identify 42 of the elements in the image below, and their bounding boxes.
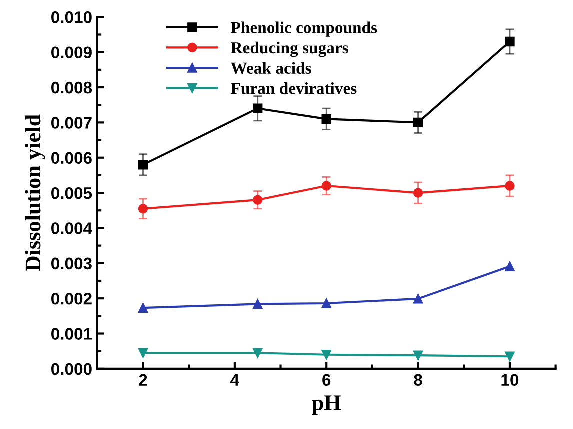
x-tick-label: 8 <box>414 374 422 386</box>
point <box>413 294 424 304</box>
y-tick-label: 0.006 <box>52 152 92 164</box>
point <box>252 195 263 205</box>
point <box>322 181 332 191</box>
point <box>505 181 515 191</box>
x-tick-label: 10 <box>502 374 519 386</box>
y-axis-title: Dissolution yield <box>25 114 46 272</box>
y-tick-label: 0.003 <box>52 258 92 270</box>
y-tick-label: 0.008 <box>52 82 92 94</box>
legend-label: Reducing sugars <box>231 42 348 58</box>
y-tick-label: 0.007 <box>52 117 92 129</box>
point <box>505 352 515 362</box>
point <box>252 299 263 310</box>
point <box>138 348 148 358</box>
y-tick-label: 0.009 <box>52 46 92 59</box>
point <box>252 348 263 358</box>
point <box>138 160 148 170</box>
y-tick-label: 0.001 <box>52 328 92 340</box>
point <box>505 36 515 47</box>
legend-label: Weak acids <box>230 62 312 74</box>
x-tick-label: 6 <box>322 374 331 386</box>
y-tick-label: 0.000 <box>52 363 92 376</box>
y-tick-label: 0.004 <box>52 222 92 234</box>
point <box>322 114 332 124</box>
legend-label: Furan deviratives <box>231 82 357 94</box>
point <box>252 104 263 114</box>
point <box>413 188 424 198</box>
point <box>138 303 148 313</box>
point <box>413 350 424 360</box>
point <box>322 350 332 360</box>
x-tick-label: 2 <box>139 374 148 386</box>
point <box>505 262 515 272</box>
y-tick-label: 0.005 <box>52 187 92 200</box>
x-axis-title: pH <box>312 396 342 416</box>
y-tick-label: 0.002 <box>52 292 92 305</box>
x-tick-label: 4 <box>230 374 240 386</box>
legend-label: Phenolic compounds <box>231 22 378 37</box>
point <box>322 298 332 308</box>
y-tick-label: 0.010 <box>52 12 92 24</box>
point <box>138 204 148 214</box>
point <box>413 118 424 128</box>
